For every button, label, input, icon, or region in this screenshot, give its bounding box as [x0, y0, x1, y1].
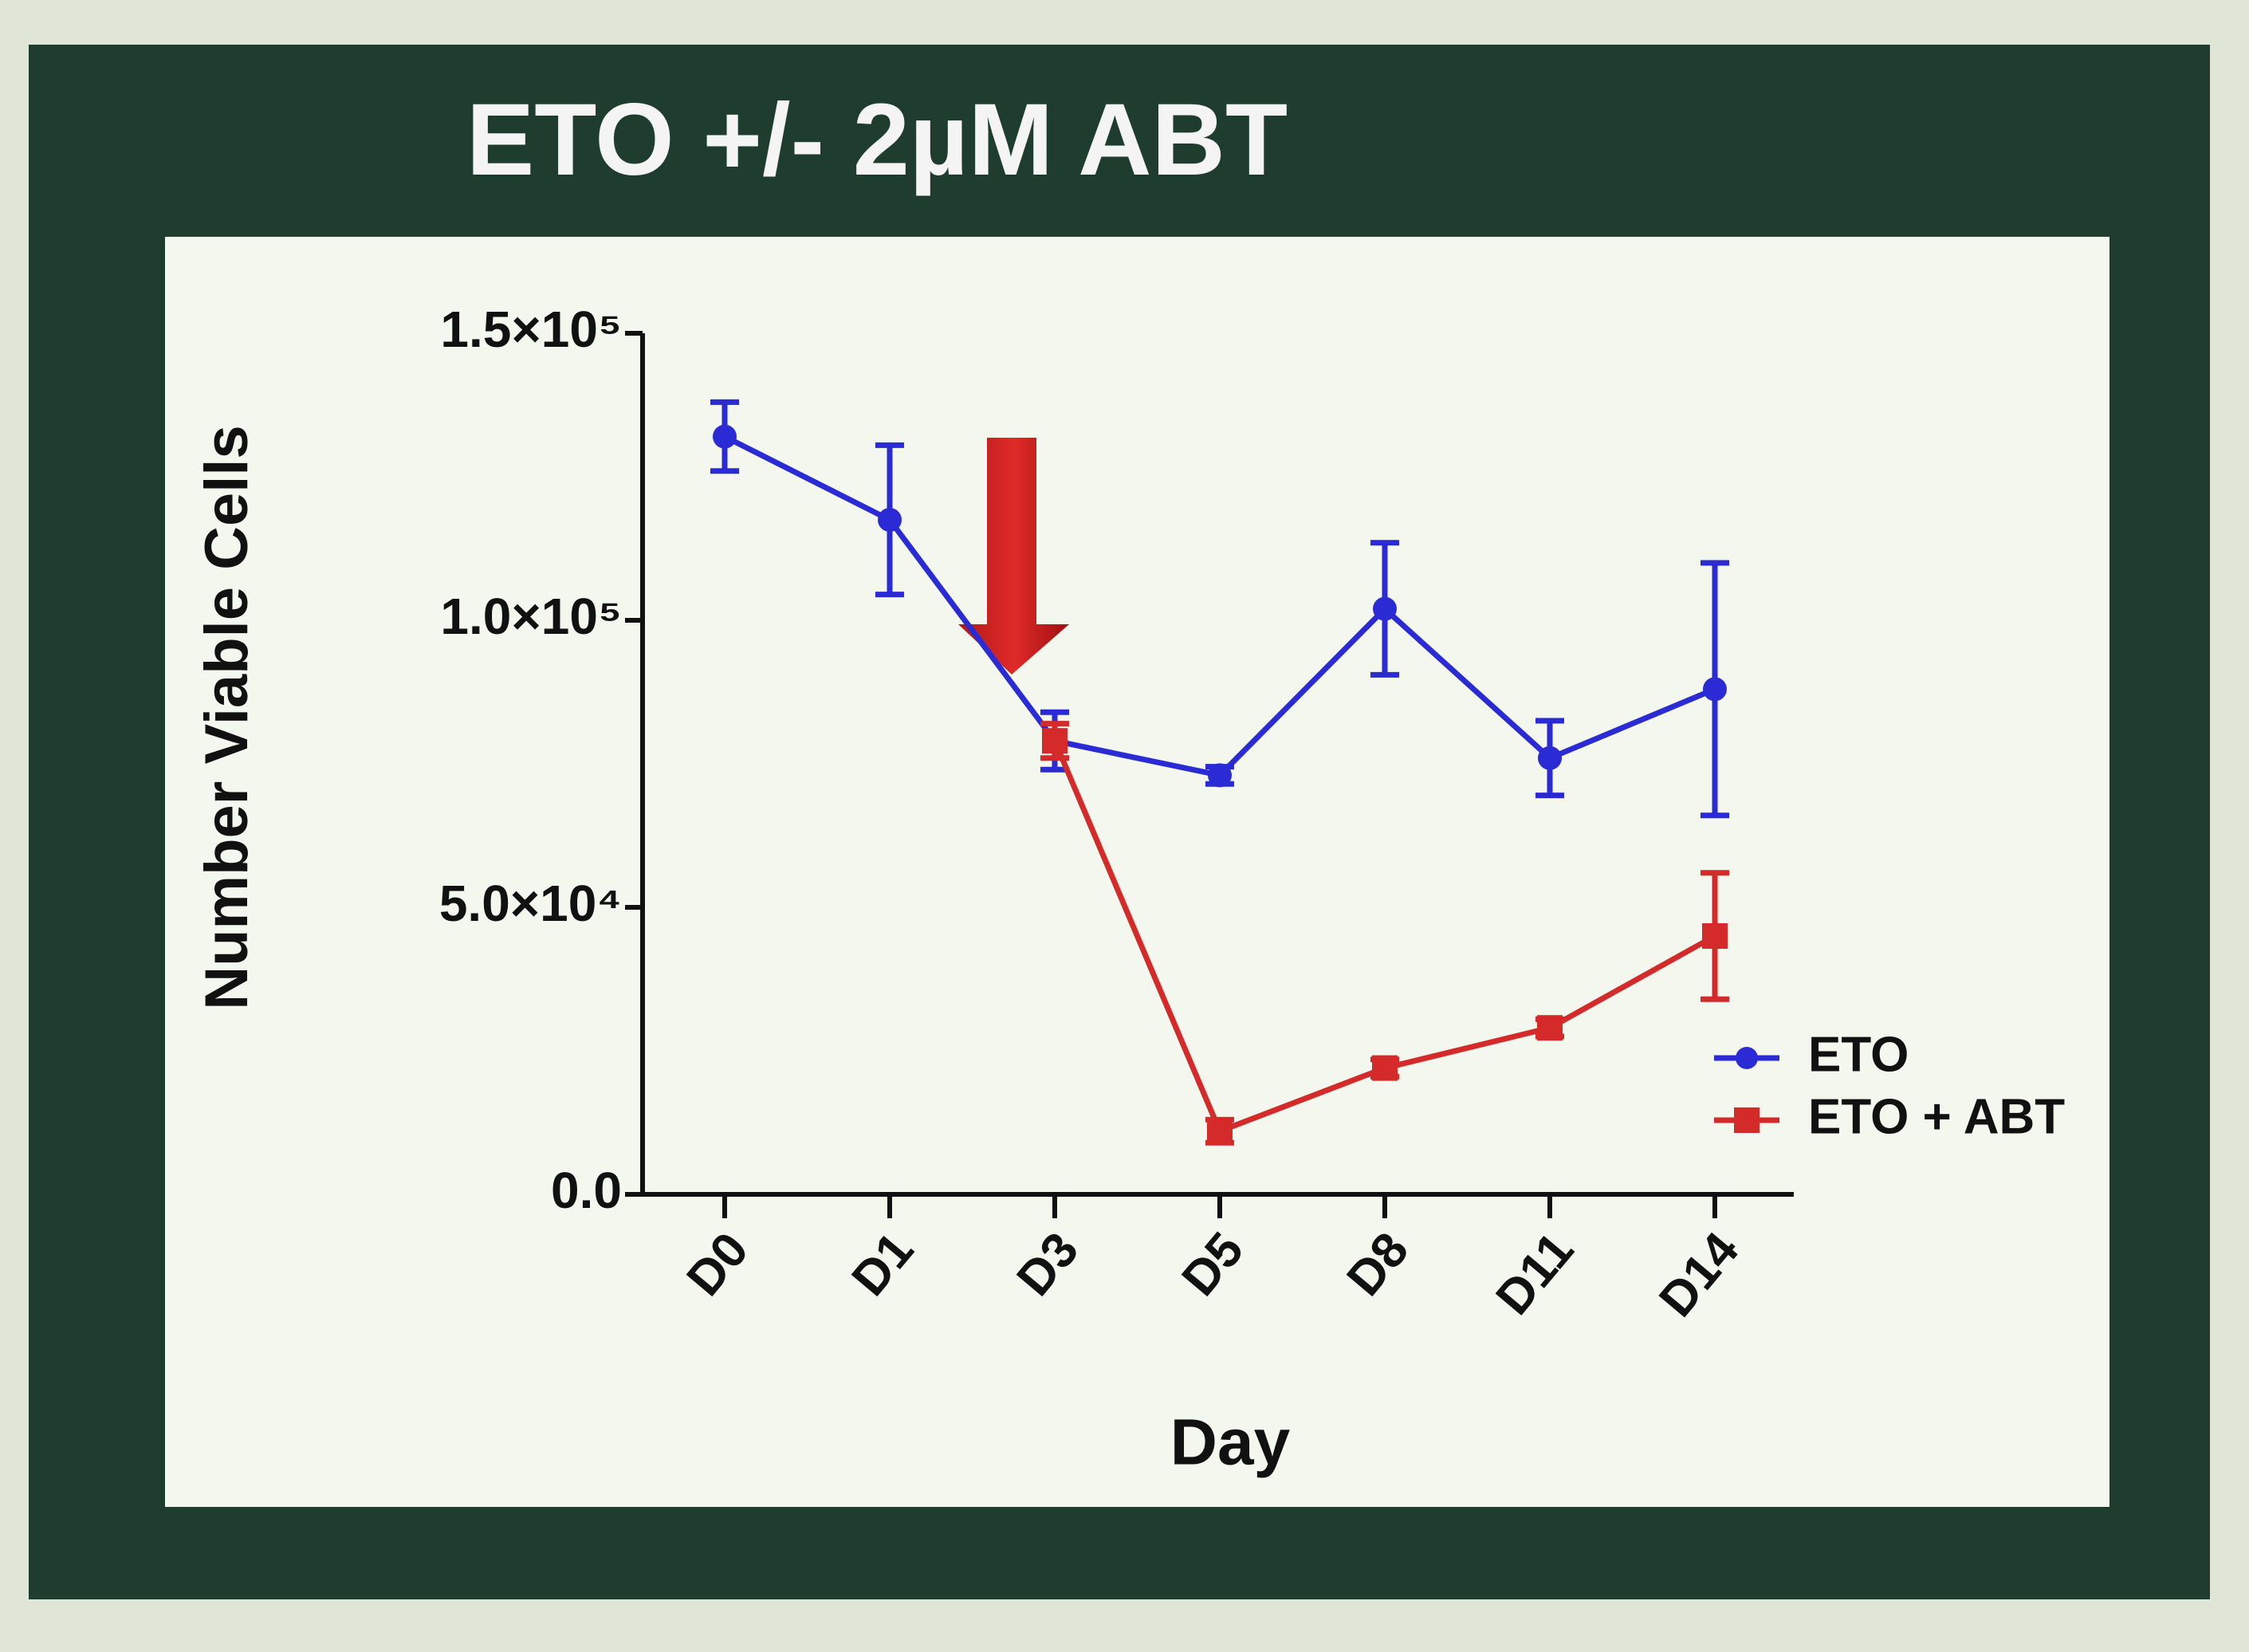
- legend-marker: [1734, 1107, 1759, 1133]
- marker: [1372, 1055, 1398, 1081]
- y-tick-label: 0.0: [551, 1162, 622, 1219]
- marker: [878, 508, 902, 532]
- y-tick-label: 1.0×10⁵: [440, 588, 622, 645]
- marker: [1702, 923, 1728, 949]
- legend-marker: [1736, 1047, 1758, 1069]
- marker: [1042, 728, 1067, 754]
- arrow: [958, 438, 1069, 675]
- y-tick-label: 1.5×10⁵: [440, 301, 622, 358]
- legend-label: ETO + ABT: [1808, 1089, 2065, 1144]
- marker: [1703, 677, 1727, 702]
- marker: [1208, 763, 1232, 788]
- marker: [1538, 745, 1562, 770]
- marker: [1207, 1118, 1233, 1144]
- x-axis-label: Day: [1170, 1406, 1291, 1479]
- legend-label: ETO: [1808, 1027, 1909, 1082]
- chart-title: ETO +/- 2µM ABT: [466, 83, 1288, 197]
- marker: [1537, 1015, 1563, 1041]
- y-tick-label: 5.0×10⁴: [439, 875, 622, 932]
- panel: [165, 237, 2109, 1507]
- annotation-arrow: [958, 438, 1069, 675]
- marker: [1373, 596, 1397, 621]
- marker: [713, 424, 737, 449]
- y-axis-label: Number Viable Cells: [193, 425, 261, 1010]
